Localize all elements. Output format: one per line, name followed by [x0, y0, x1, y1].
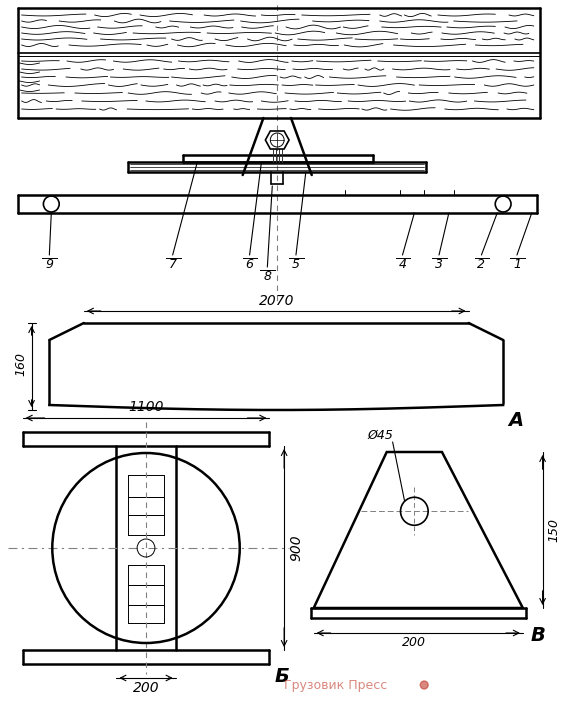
- Text: 1: 1: [513, 258, 521, 271]
- Text: 2070: 2070: [259, 294, 294, 308]
- Text: Грузовик Пресс: Грузовик Пресс: [284, 678, 387, 692]
- Text: Ø45: Ø45: [367, 429, 393, 442]
- Text: 9: 9: [46, 258, 53, 271]
- Text: Б: Б: [274, 667, 289, 686]
- Polygon shape: [265, 131, 289, 149]
- Text: 200: 200: [133, 681, 159, 695]
- Text: 7: 7: [169, 258, 176, 271]
- Text: 5: 5: [292, 258, 300, 271]
- Text: 160: 160: [15, 352, 28, 376]
- Circle shape: [420, 681, 428, 689]
- Text: 8: 8: [264, 270, 271, 283]
- Text: 3: 3: [435, 258, 443, 271]
- Text: 4: 4: [398, 258, 406, 271]
- Text: 200: 200: [402, 636, 427, 649]
- Text: В: В: [531, 626, 546, 645]
- Text: 900: 900: [289, 535, 303, 561]
- Text: 6: 6: [246, 258, 253, 271]
- Text: 1100: 1100: [128, 400, 164, 414]
- Text: 2: 2: [478, 258, 486, 271]
- Text: А: А: [508, 411, 523, 430]
- Text: 150: 150: [547, 518, 560, 542]
